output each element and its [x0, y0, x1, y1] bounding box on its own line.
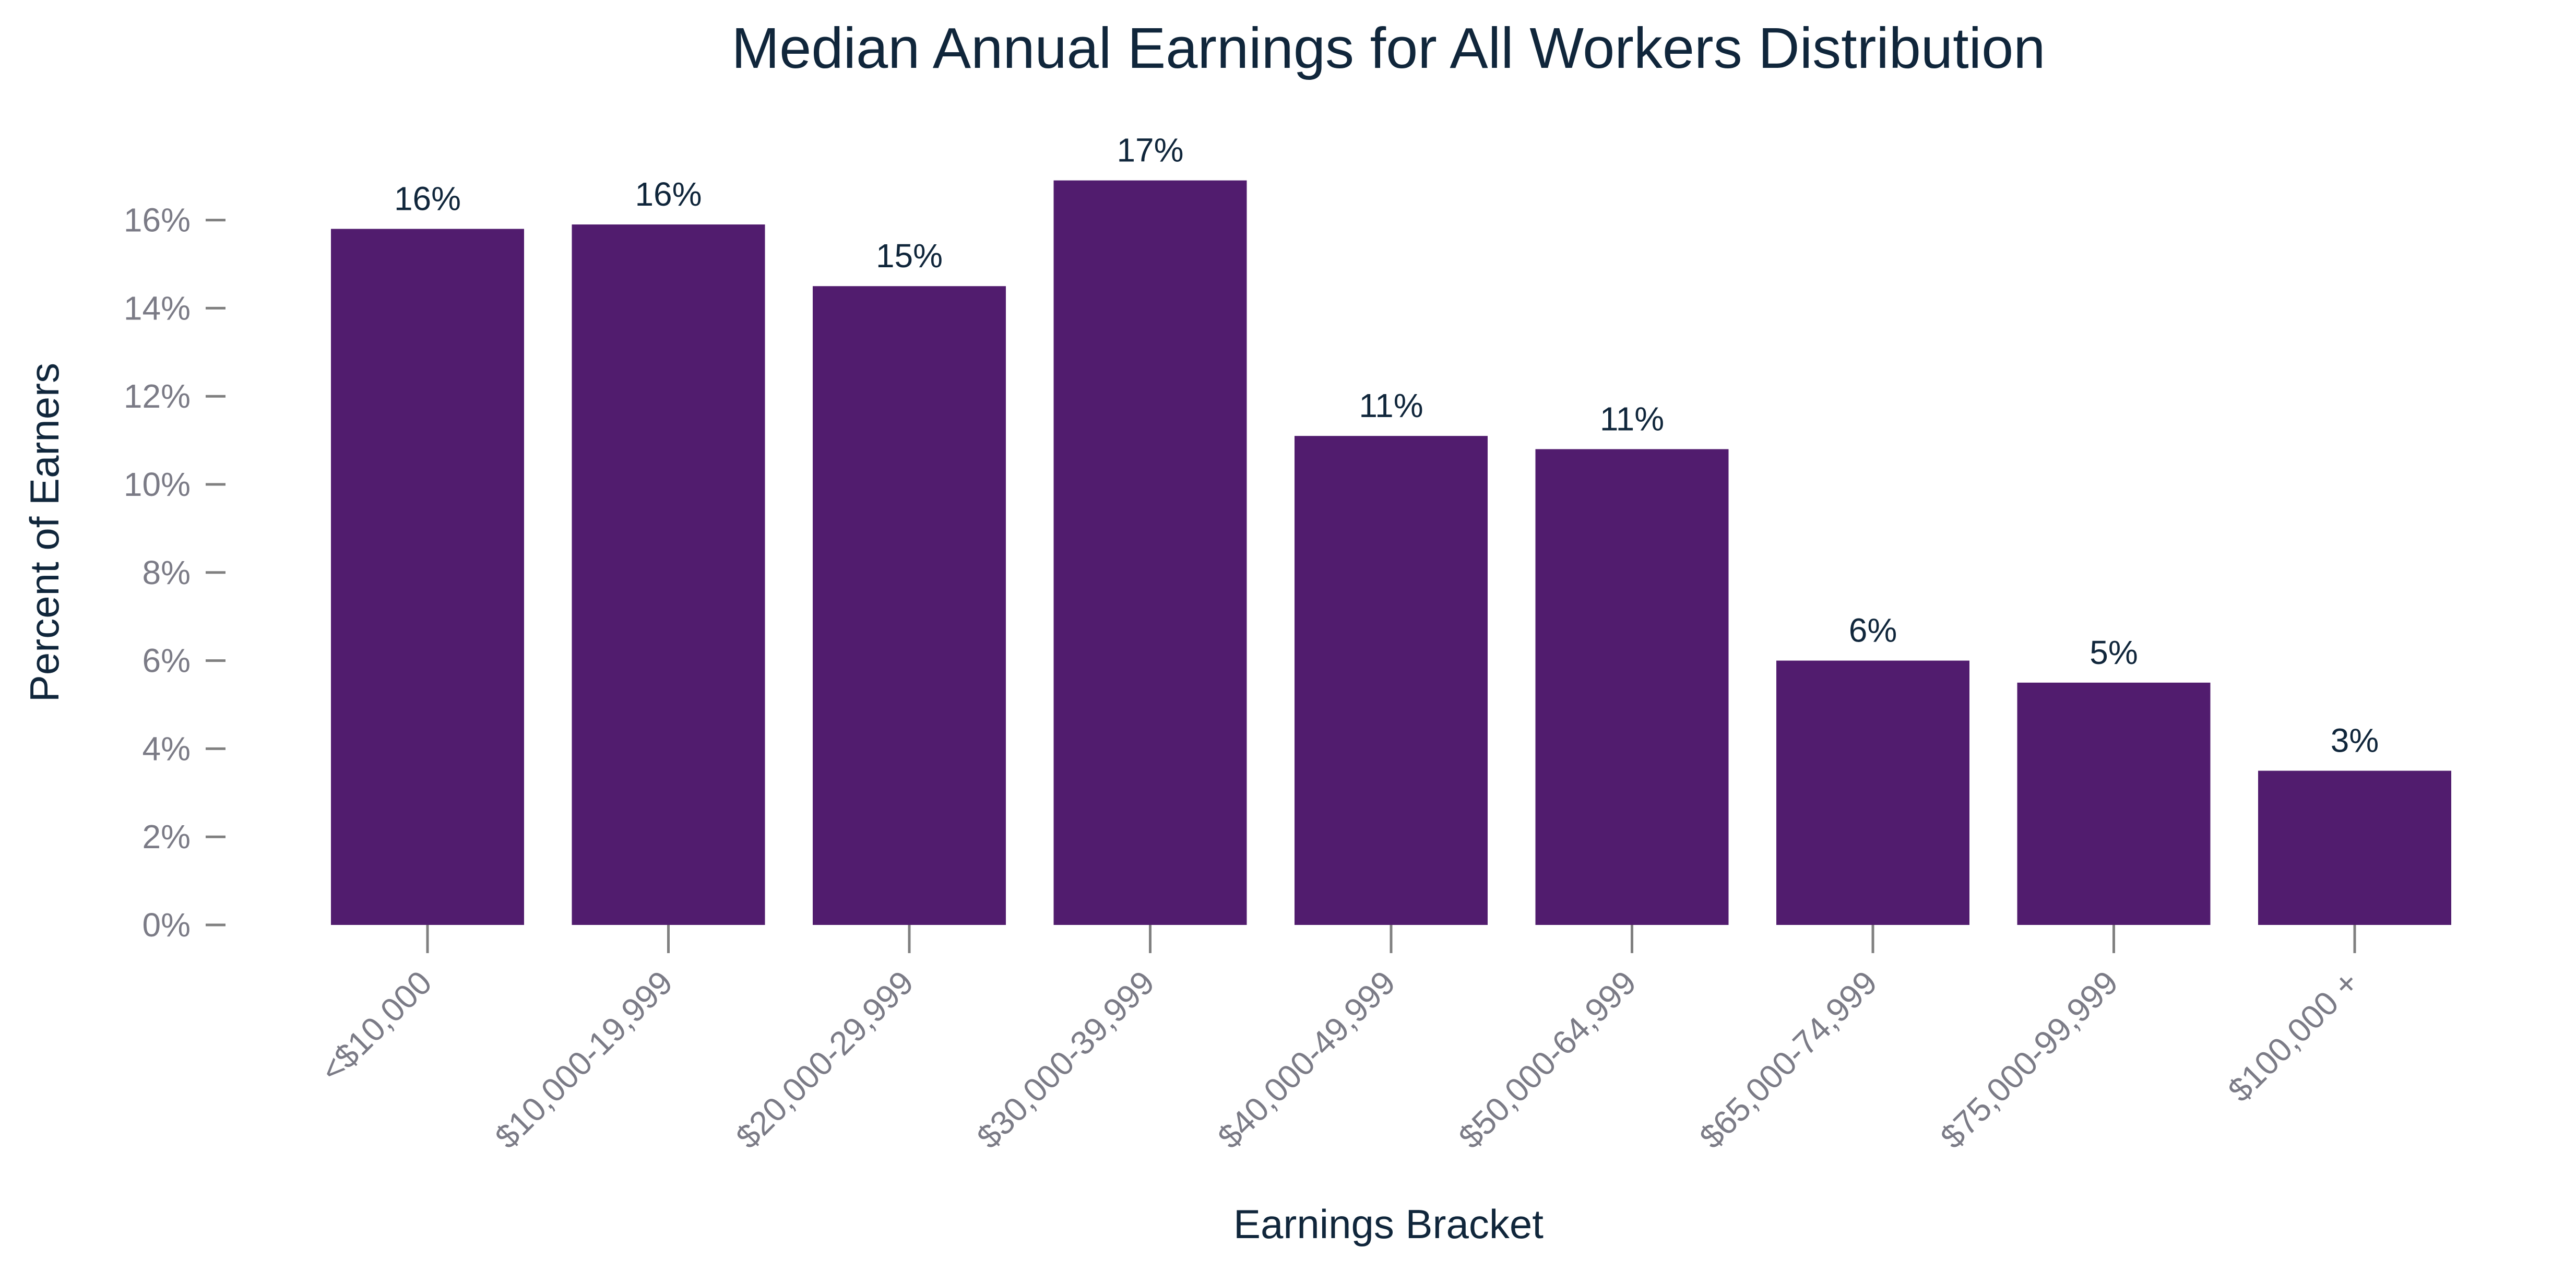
y-tick-label: 4%: [143, 730, 191, 767]
data-label: 15%: [876, 237, 943, 275]
x-tick-label: <$10,000: [313, 964, 439, 1089]
bar: [331, 229, 524, 925]
data-label: 6%: [1849, 612, 1897, 649]
bar: [1053, 180, 1247, 925]
bar: [2017, 682, 2211, 925]
x-tick-label: $30,000-39,999: [969, 964, 1161, 1156]
x-axis-title: Earnings Bracket: [1233, 1201, 1544, 1247]
data-label: 16%: [635, 175, 702, 213]
y-tick-label: 8%: [143, 554, 191, 591]
y-tick-label: 6%: [143, 642, 191, 680]
bars: [331, 180, 2451, 925]
data-label: 5%: [2090, 634, 2138, 671]
y-tick-label: 0%: [143, 906, 191, 944]
bar: [1776, 660, 1969, 925]
x-axis: <$10,000 $10,000-19,999 $20,000-29,999 $30,…: [313, 925, 2366, 1156]
y-tick-label: 12%: [124, 377, 191, 415]
y-tick-label: 16%: [124, 201, 191, 239]
y-axis-title: Percent of Earners: [21, 363, 67, 702]
x-tick-label: $100,000 +: [2221, 964, 2366, 1109]
data-label: 3%: [2331, 722, 2379, 759]
data-label: 17%: [1117, 132, 1183, 169]
bar: [813, 286, 1006, 925]
data-label: 11%: [1359, 387, 1423, 424]
data-labels: 16% 16% 15% 17% 11% 11% 6% 5% 3%: [394, 132, 2379, 759]
data-label: 11%: [1600, 400, 1664, 437]
bar: [1295, 436, 1488, 925]
y-tick-label: 10%: [124, 466, 191, 503]
bar: [1535, 449, 1729, 925]
y-tick-label: 2%: [143, 818, 191, 856]
x-tick-label: $75,000-99,999: [1933, 964, 2125, 1156]
y-axis: 0% 2% 4% 6% 8% 10% 12% 14% 16%: [124, 201, 225, 944]
x-tick-label: $65,000-74,999: [1692, 964, 1884, 1156]
data-label: 16%: [394, 180, 461, 217]
bar: [2258, 770, 2451, 925]
x-tick-label: $50,000-64,999: [1451, 964, 1643, 1156]
x-tick-label: $20,000-29,999: [729, 964, 921, 1156]
y-tick-label: 14%: [124, 289, 191, 327]
x-tick-label: $40,000-49,999: [1210, 964, 1403, 1156]
x-tick-label: $10,000-19,999: [488, 964, 680, 1156]
bar: [572, 224, 765, 925]
chart-title: Median Annual Earnings for All Workers D…: [732, 16, 2046, 80]
